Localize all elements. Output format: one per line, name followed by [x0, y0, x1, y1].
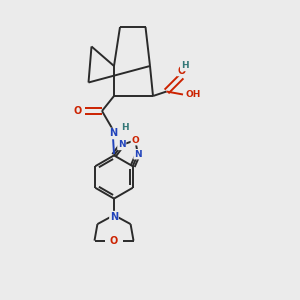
Text: N: N: [134, 150, 142, 159]
Text: N: N: [110, 212, 118, 222]
Text: H: H: [181, 61, 188, 70]
Text: H: H: [121, 123, 129, 132]
Text: OH: OH: [185, 90, 201, 99]
Text: O: O: [131, 136, 139, 145]
Text: N: N: [118, 140, 126, 149]
Text: O: O: [177, 65, 186, 76]
Text: O: O: [110, 236, 118, 246]
Text: O: O: [73, 106, 82, 116]
Text: N: N: [109, 128, 118, 139]
